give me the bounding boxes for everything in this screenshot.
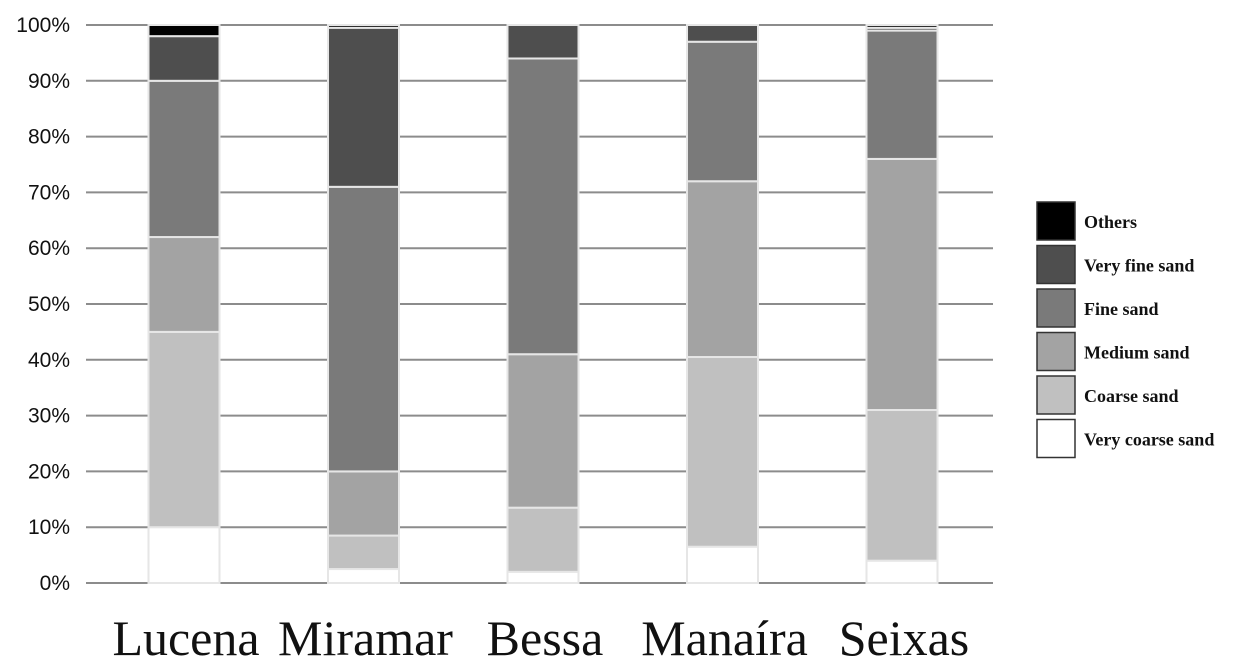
bar-segment (147, 330, 221, 529)
legend-swatch (1036, 288, 1076, 328)
bar-segment (686, 545, 759, 584)
y-tick-label: 100% (16, 14, 70, 37)
legend-swatch (1036, 375, 1076, 415)
bar-segment (865, 409, 939, 562)
bar-segment (327, 534, 400, 571)
bar-segment (686, 24, 759, 43)
bar-segment (865, 29, 939, 160)
y-tick-label: 10% (28, 516, 70, 539)
bar-segment (327, 568, 400, 584)
bar-segment (147, 79, 221, 239)
y-tick-label: 20% (28, 460, 70, 483)
x-tick-label: Miramar (278, 610, 453, 661)
bar-segment (865, 24, 939, 29)
y-tick-label: 60% (28, 237, 70, 260)
bar-segment (865, 559, 939, 584)
x-tick-label: Manaíra (641, 610, 808, 661)
x-tick-label: Bessa (487, 610, 604, 661)
bar-segment (327, 470, 400, 537)
y-tick-label: 40% (28, 349, 70, 372)
bar-segment (147, 526, 221, 585)
x-tick-label: Seixas (839, 610, 970, 661)
legend-swatch (1036, 244, 1076, 285)
bar-segment (686, 180, 759, 359)
bar-segment (327, 24, 400, 29)
bar-segment (147, 236, 221, 333)
legend-label: Very fine sand (1084, 256, 1194, 276)
legend-swatch (1036, 201, 1076, 241)
x-tick-label: Lucena (112, 610, 259, 661)
bar-segment (147, 35, 221, 82)
bar-segment (865, 157, 939, 412)
bar-segment (506, 506, 580, 573)
bar-segment (506, 57, 580, 356)
y-tick-label: 90% (28, 70, 70, 93)
y-tick-label: 0% (40, 572, 70, 595)
legend-swatch (1036, 418, 1076, 459)
legend-label: Coarse sand (1084, 386, 1179, 406)
legend-label: Medium sand (1084, 343, 1190, 363)
legend-label: Fine sand (1084, 299, 1159, 319)
bar-segment (327, 185, 400, 473)
y-tick-label: 80% (28, 126, 70, 149)
legend: Others Very fine sand Fine sand Medium sand… (1036, 201, 1214, 459)
legend-label: Others (1084, 212, 1137, 232)
x-axis: Lucena Miramar Bessa Manaíra Seixas (112, 610, 970, 666)
bar-segment (147, 24, 221, 38)
bar-segment (506, 24, 580, 60)
bars (147, 24, 939, 585)
y-tick-label: 50% (28, 293, 70, 316)
y-tick-label: 30% (28, 405, 70, 428)
y-axis: 0% 10% 20% 30% 40% 50% 60% 70% 80% 90% 100% (16, 14, 70, 595)
bar-segment (506, 353, 580, 509)
legend-swatch (1036, 331, 1076, 372)
bar-segment (506, 570, 580, 585)
bar-segment (686, 356, 759, 548)
bar-segment (327, 26, 400, 188)
y-tick-label: 70% (28, 181, 70, 204)
legend-label: Very coarse sand (1084, 430, 1214, 450)
bar-segment (686, 40, 759, 183)
